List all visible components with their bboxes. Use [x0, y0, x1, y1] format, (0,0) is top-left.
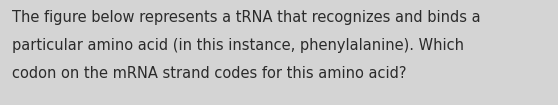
Text: codon on the mRNA strand codes for this amino acid?: codon on the mRNA strand codes for this … [12, 66, 406, 81]
Text: The figure below represents a tRNA that recognizes and binds a: The figure below represents a tRNA that … [12, 10, 480, 25]
Text: particular amino acid (in this instance, phenylalanine). Which: particular amino acid (in this instance,… [12, 38, 464, 53]
